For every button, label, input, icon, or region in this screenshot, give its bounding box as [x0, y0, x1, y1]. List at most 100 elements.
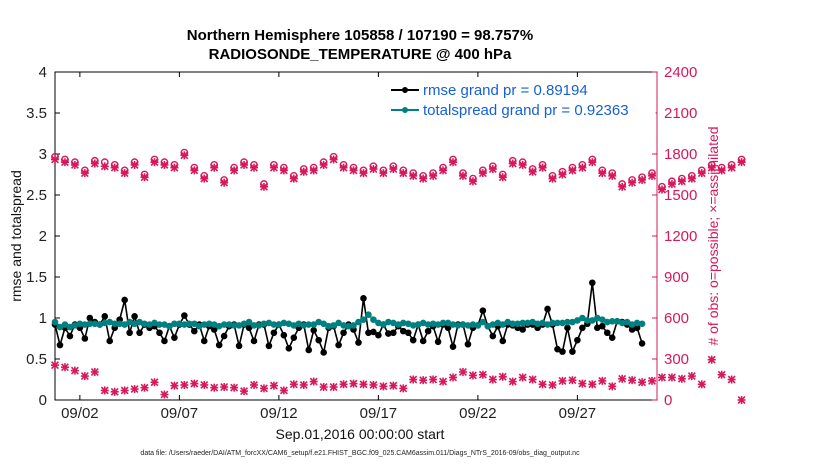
- obs-assimilated-marker: [528, 375, 537, 384]
- obs-assimilated-marker: [707, 355, 716, 364]
- obs-assimilated-marker: [528, 167, 537, 176]
- obs-assimilated-marker: [468, 177, 477, 186]
- rmse-point: [56, 341, 64, 349]
- totalspread-point: [370, 316, 377, 323]
- obs-assimilated-marker: [90, 159, 99, 168]
- obs-assimilated-marker: [628, 178, 637, 187]
- obs-assimilated-marker: [200, 380, 209, 389]
- obs-assimilated-marker: [379, 169, 388, 178]
- y-right-tick-label: 1200: [664, 228, 697, 245]
- obs-assimilated-marker: [120, 386, 129, 395]
- obs-assimilated-marker: [618, 374, 627, 383]
- rmse-point: [638, 340, 646, 347]
- obs-assimilated-marker: [518, 160, 527, 169]
- rmse-point: [136, 329, 143, 337]
- obs-assimilated-marker: [230, 166, 239, 175]
- obs-assimilated-marker: [190, 379, 199, 388]
- obs-assimilated-marker: [349, 166, 358, 175]
- chart-title-line-2: RADIOSONDE_TEMPERATURE @ 400 hPa: [208, 46, 512, 63]
- legend-swatch-marker: [402, 107, 408, 113]
- rmse-point: [181, 312, 188, 319]
- y-right-tick-label: 1800: [664, 146, 697, 163]
- y-right-tick-label: 0: [664, 392, 672, 409]
- rmse-point: [66, 332, 74, 340]
- rmse-point: [101, 313, 109, 320]
- obs-assimilated-marker: [379, 382, 388, 391]
- obs-assimilated-marker: [339, 380, 348, 389]
- obs-assimilated-marker: [60, 363, 69, 372]
- rmse-point: [589, 279, 596, 287]
- x-tick-label: 09/02: [61, 405, 99, 422]
- rmse-point: [191, 327, 198, 335]
- rmse-point: [390, 329, 397, 337]
- rmse-point: [598, 322, 606, 330]
- obs-assimilated-marker: [140, 173, 149, 182]
- y-left-tick-label: 2: [39, 228, 47, 245]
- data-file-footnote: data file: /Users/raeder/DAI/ATM_forcXX/…: [140, 450, 580, 457]
- y-right-tick-label: 600: [664, 310, 689, 327]
- obs-assimilated-marker: [299, 380, 308, 389]
- obs-assimilated-marker: [210, 383, 219, 392]
- rmse-point: [200, 337, 208, 345]
- obs-assimilated-marker: [677, 374, 686, 383]
- obs-assimilated-marker: [309, 166, 318, 175]
- obs-assimilated-marker: [389, 165, 398, 174]
- rmse-point: [519, 326, 526, 333]
- y-right-tick-label: 2100: [664, 105, 697, 122]
- obs-assimilated-marker: [419, 376, 428, 385]
- rmse-point: [579, 324, 586, 332]
- obs-assimilated-marker: [359, 169, 368, 178]
- obs-assimilated-marker: [449, 373, 458, 382]
- obs-assimilated-marker: [279, 386, 288, 395]
- y-left-tick-label: 1: [39, 310, 47, 327]
- y-left-tick-label: 1.5: [26, 269, 47, 286]
- obs-assimilated-marker: [51, 155, 59, 164]
- rmse-point: [290, 334, 298, 341]
- obs-assimilated-marker: [429, 375, 438, 384]
- obs-assimilated-marker: [439, 166, 448, 175]
- rmse-point: [499, 337, 507, 345]
- obs-assimilated-marker: [558, 376, 567, 385]
- x-tick-label: 09/27: [559, 405, 597, 422]
- obs-assimilated-marker: [568, 166, 577, 175]
- obs-assimilated-marker: [220, 383, 229, 392]
- obs-assimilated-marker: [657, 185, 666, 194]
- obs-assimilated-marker: [628, 376, 637, 385]
- rmse-point: [235, 342, 243, 350]
- obs-assimilated-marker: [598, 169, 607, 178]
- obs-assimilated-marker: [608, 171, 617, 180]
- rmse-point: [608, 334, 616, 341]
- obs-assimilated-marker: [727, 163, 736, 172]
- rmse-point: [320, 349, 327, 356]
- rmse-point: [409, 336, 417, 344]
- obs-assimilated-marker: [319, 383, 328, 392]
- rmse-point: [559, 348, 566, 355]
- obs-assimilated-marker: [399, 384, 408, 393]
- obs-assimilated-marker: [269, 381, 278, 390]
- obs-assimilated-marker: [638, 175, 647, 184]
- obs-assimilated-marker: [190, 166, 199, 175]
- obs-assimilated-marker: [90, 367, 99, 376]
- obs-assimilated-marker: [259, 182, 268, 191]
- rmse-point: [86, 314, 94, 322]
- obs-assimilated-marker: [170, 163, 179, 172]
- x-tick-label: 09/22: [459, 405, 497, 422]
- rmse-point: [544, 305, 551, 313]
- obs-assimilated-marker: [737, 396, 746, 404]
- rmse-point: [265, 342, 273, 350]
- obs-assimilated-marker: [100, 162, 109, 171]
- obs-assimilated-marker: [329, 155, 338, 164]
- totalspread-point: [474, 322, 482, 329]
- rmse-point: [464, 340, 472, 348]
- rmse-point: [250, 337, 258, 345]
- obs-assimilated-marker: [339, 163, 348, 172]
- rmse-point: [171, 334, 178, 341]
- obs-assimilated-marker: [269, 163, 278, 172]
- obs-assimilated-marker: [389, 381, 398, 390]
- obs-assimilated-marker: [180, 151, 189, 160]
- obs-assimilated-marker: [618, 182, 627, 191]
- y-left-axis-label: rmse and totalspread: [8, 170, 24, 302]
- rmse-point: [161, 337, 168, 345]
- obs-assimilated-marker: [100, 386, 109, 395]
- obs-assimilated-marker: [449, 158, 458, 167]
